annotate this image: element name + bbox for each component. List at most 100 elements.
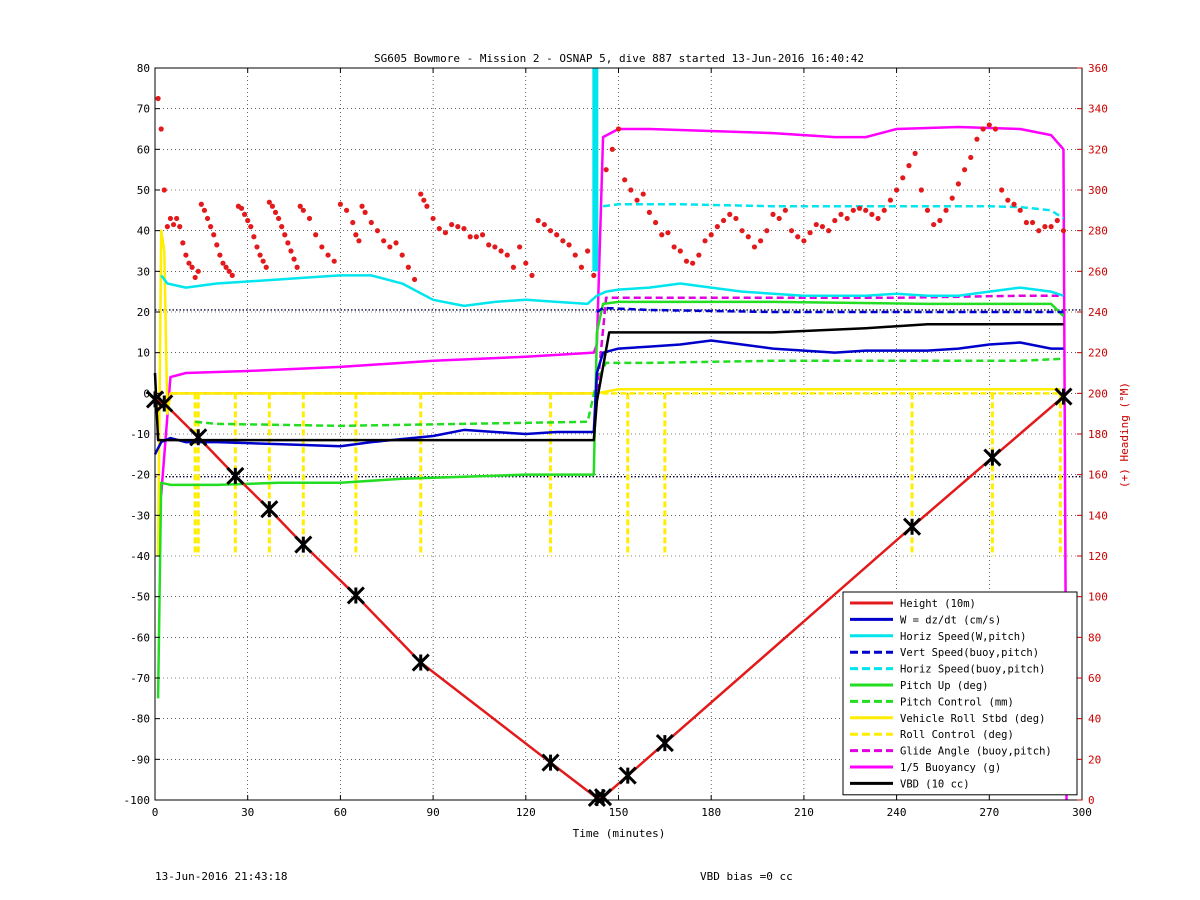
heading-point xyxy=(504,252,510,258)
heading-point xyxy=(782,207,788,213)
y-axis-ticks: -100-90-80-70-60-50-40-30-20-10010203040… xyxy=(124,62,160,807)
height-marker xyxy=(983,448,1002,467)
y-tick-label: -30 xyxy=(130,509,150,522)
heading-point xyxy=(615,126,622,132)
heading-point xyxy=(708,232,714,238)
heading-point xyxy=(585,248,591,254)
right-tick-label: 360 xyxy=(1088,62,1108,75)
x-tick-label: 300 xyxy=(1072,806,1092,819)
heading-point xyxy=(578,264,585,270)
legend-entry: 1/5 Buoyancy (g) xyxy=(900,762,1001,774)
heading-point xyxy=(276,215,282,222)
heading-point xyxy=(170,221,177,228)
heading-point xyxy=(683,258,690,264)
heading-point xyxy=(980,126,986,132)
heading-point xyxy=(198,201,204,207)
reference-lines xyxy=(155,309,1082,478)
heading-point xyxy=(226,268,232,274)
series-horiz-speed-buoy-pitch xyxy=(602,202,1065,220)
heading-point xyxy=(263,264,269,270)
heading-point xyxy=(838,211,844,217)
y-tick-label: 10 xyxy=(137,347,150,360)
heading-point xyxy=(297,203,303,209)
heading-point xyxy=(622,177,628,183)
x-tick-label: 150 xyxy=(609,806,629,819)
heading-point xyxy=(652,219,659,226)
heading-point xyxy=(192,274,198,281)
heading-point xyxy=(362,209,368,215)
right-tick-label: 320 xyxy=(1088,143,1108,156)
height-marker xyxy=(655,734,674,753)
heading-point xyxy=(745,234,751,240)
y-tick-label: 80 xyxy=(137,62,150,75)
legend-entry: Roll Control (deg) xyxy=(900,729,1014,741)
legend-entry: Pitch Control (mm) xyxy=(900,696,1014,708)
heading-scatter xyxy=(155,95,1067,283)
legend-entry: Height (10m) xyxy=(900,598,976,610)
heading-point xyxy=(702,238,708,244)
y-tick-label: -70 xyxy=(130,672,150,685)
heading-point xyxy=(229,272,235,278)
heading-point xyxy=(510,264,517,270)
heading-point xyxy=(285,240,291,246)
heading-point xyxy=(208,224,214,230)
heading-point xyxy=(189,264,195,270)
heading-point xyxy=(393,240,399,246)
heading-point xyxy=(421,197,427,203)
y-tick-label: -20 xyxy=(130,469,150,482)
heading-point xyxy=(887,197,894,203)
heading-point xyxy=(807,230,813,236)
heading-point xyxy=(974,136,980,142)
heading-point xyxy=(603,167,609,173)
right-tick-label: 340 xyxy=(1088,103,1108,116)
y-tick-label: -80 xyxy=(130,713,150,726)
series-height-10m xyxy=(154,395,1065,800)
heading-point xyxy=(288,248,294,254)
heading-point xyxy=(727,211,733,217)
heading-point xyxy=(300,207,306,213)
right-tick-label: 40 xyxy=(1088,713,1101,726)
height-marker xyxy=(1054,387,1073,406)
legend-entry: Horiz Speed(buoy,pitch) xyxy=(900,664,1045,676)
right-tick-label: 260 xyxy=(1088,265,1108,278)
heading-point xyxy=(826,228,832,234)
heading-point xyxy=(640,191,646,197)
y-tick-label: -40 xyxy=(130,550,150,563)
heading-point xyxy=(869,211,875,217)
heading-point xyxy=(918,187,924,193)
legend-entry: VBD (10 cc) xyxy=(900,778,970,790)
heading-point xyxy=(931,221,937,228)
heading-point xyxy=(359,203,365,209)
y-tick-label: 50 xyxy=(137,184,150,197)
heading-point xyxy=(418,191,424,197)
heading-point xyxy=(764,228,770,234)
heading-point xyxy=(177,224,183,230)
heading-point xyxy=(523,260,529,266)
heading-point xyxy=(881,207,887,213)
heading-point xyxy=(313,232,319,238)
heading-point xyxy=(955,181,962,187)
heading-point xyxy=(204,215,211,222)
height-marker xyxy=(294,535,313,554)
heading-point xyxy=(260,258,266,264)
heading-point xyxy=(739,228,745,234)
y-tick-label: -60 xyxy=(130,631,150,644)
right-tick-label: 140 xyxy=(1088,509,1108,522)
heading-point xyxy=(279,224,285,230)
x-tick-label: 120 xyxy=(516,806,536,819)
heading-point xyxy=(863,207,869,213)
legend: Height (10m) W = dz/dt (cm/s) Horiz Speed(… xyxy=(842,591,1078,796)
heading-point xyxy=(167,215,174,222)
x-tick-label: 180 xyxy=(701,806,721,819)
heading-point xyxy=(912,150,918,156)
right-tick-label: 180 xyxy=(1088,428,1108,441)
height-marker xyxy=(155,394,174,413)
heading-point xyxy=(498,248,504,254)
x-axis-ticks: 0 30 60 90 120 150 180 210 240 270 300 xyxy=(152,68,1092,819)
x-axis-label: Time (minutes) xyxy=(573,827,666,840)
heading-point xyxy=(758,238,764,244)
heading-point xyxy=(467,234,473,240)
y-tick-label: 0 xyxy=(143,387,150,400)
height-marker xyxy=(902,517,922,536)
heading-point xyxy=(436,226,442,232)
